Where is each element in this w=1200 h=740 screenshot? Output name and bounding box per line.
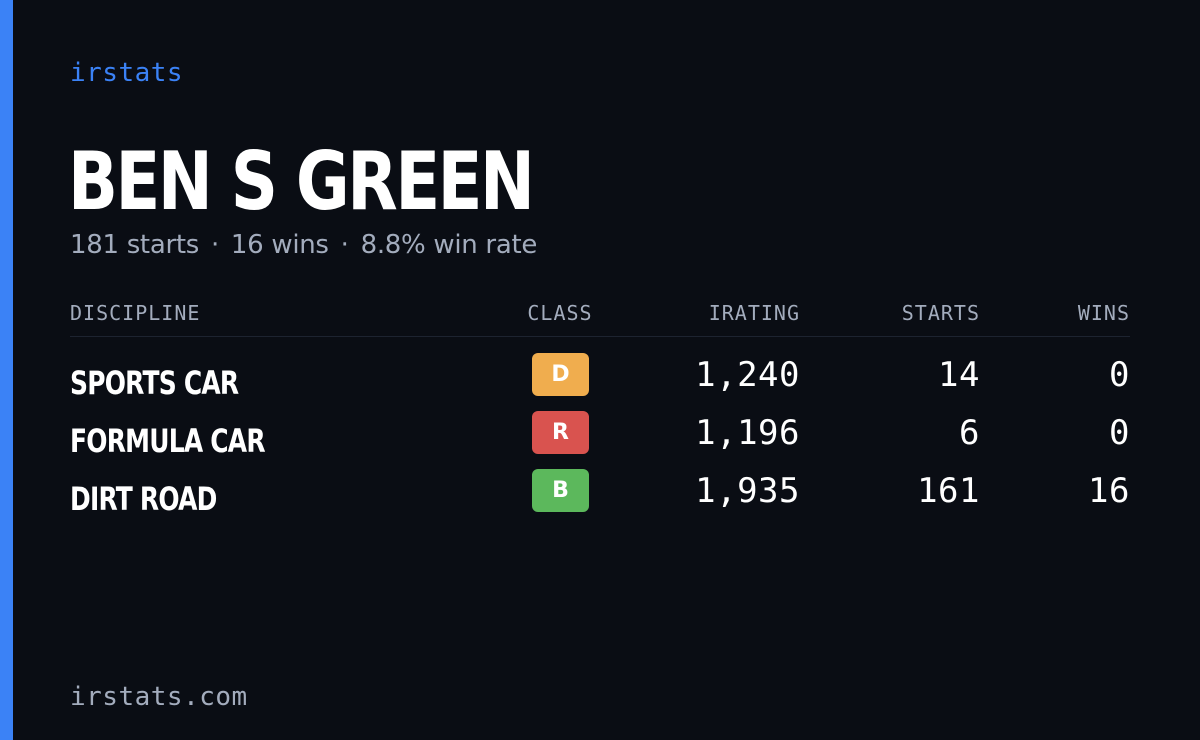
summary-wins: 16 wins xyxy=(230,230,329,260)
table-row: SPORTS CAR D 1,240 14 0 xyxy=(70,353,1130,411)
header-starts: STARTS xyxy=(901,301,980,325)
brand-logo-text: irstats xyxy=(70,58,184,88)
discipline-name: FORMULA CAR xyxy=(70,422,266,460)
header-discipline: DISCIPLINE xyxy=(70,301,201,325)
driver-name: BEN S GREEN xyxy=(68,135,535,228)
header-irating: IRATING xyxy=(708,301,800,325)
wins-value: 16 xyxy=(1088,471,1130,511)
irating-value: 1,935 xyxy=(695,471,800,511)
table-row: DIRT ROAD B 1,935 161 16 xyxy=(70,469,1130,527)
table-body: SPORTS CAR D 1,240 14 0 FORMULA CAR R 1,… xyxy=(70,353,1130,527)
starts-value: 14 xyxy=(938,355,980,395)
header-class: CLASS xyxy=(527,301,593,325)
footer-url: irstats.com xyxy=(70,682,248,712)
irating-value: 1,196 xyxy=(695,413,800,453)
accent-bar xyxy=(0,0,13,740)
summary-win-rate: 8.8% win rate xyxy=(360,230,538,260)
discipline-name: DIRT ROAD xyxy=(70,480,217,518)
starts-value: 161 xyxy=(917,471,980,511)
class-badge: R xyxy=(532,411,589,454)
wins-value: 0 xyxy=(1109,355,1130,395)
class-badge: B xyxy=(532,469,589,512)
summary-separator: · xyxy=(210,230,219,260)
discipline-name: SPORTS CAR xyxy=(70,364,239,402)
header-wins: WINS xyxy=(1077,301,1130,325)
class-badge: D xyxy=(532,353,589,396)
table-row: FORMULA CAR R 1,196 6 0 xyxy=(70,411,1130,469)
starts-value: 6 xyxy=(959,413,980,453)
summary-starts: 181 starts xyxy=(70,230,199,260)
table-header: DISCIPLINE CLASS IRATING STARTS WINS xyxy=(70,298,1130,337)
driver-summary: 181 starts · 16 wins · 8.8% win rate xyxy=(70,228,537,262)
summary-separator: · xyxy=(340,230,349,260)
discipline-table: DISCIPLINE CLASS IRATING STARTS WINS SPO… xyxy=(70,298,1130,527)
wins-value: 0 xyxy=(1109,413,1130,453)
irating-value: 1,240 xyxy=(695,355,800,395)
